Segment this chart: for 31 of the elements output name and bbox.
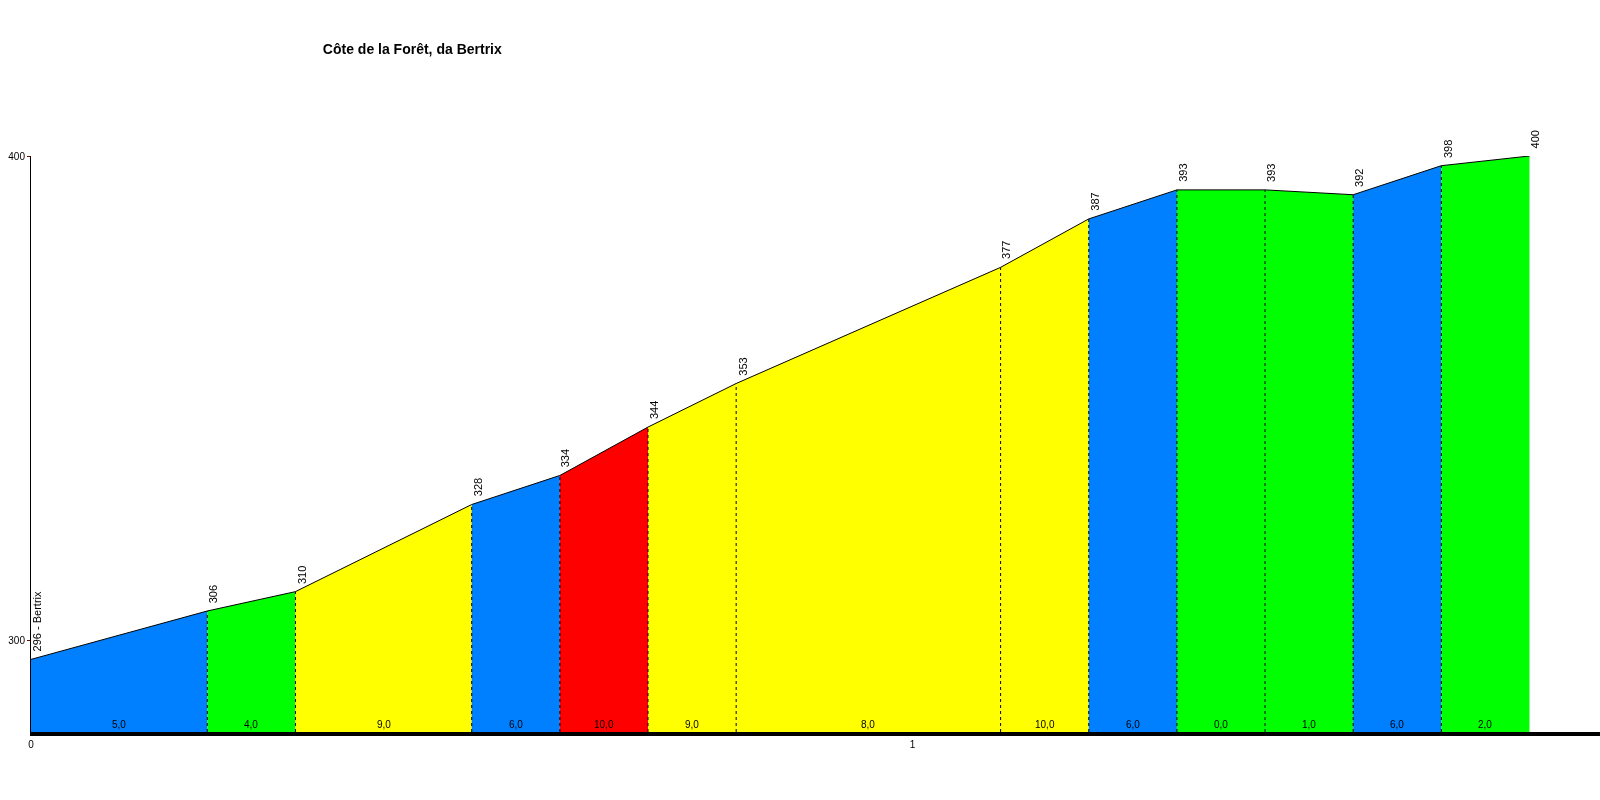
- annotation: 4,0: [244, 719, 259, 730]
- annotation: 387: [1088, 192, 1101, 211]
- annotation: 334: [559, 448, 572, 468]
- annotation: 6,0: [1390, 719, 1405, 730]
- annotation: 6,0: [509, 719, 524, 730]
- annotation: 377: [1000, 240, 1013, 259]
- annotation: 8,0: [861, 719, 876, 730]
- annotation: 296 - Bertrix: [30, 590, 43, 652]
- annotation: 10,0: [1035, 719, 1055, 730]
- annotation: 344: [647, 400, 660, 420]
- annotation: 9,0: [685, 719, 700, 730]
- annotation: 2,0: [1478, 719, 1493, 730]
- annotation: 6,0: [1126, 719, 1141, 730]
- annotation: 306: [207, 584, 220, 604]
- annotation: 400: [1529, 130, 1542, 149]
- annotation: 9,0: [377, 719, 392, 730]
- annotation: 310: [295, 565, 308, 585]
- annotation: 393: [1177, 163, 1190, 182]
- annotation: 398: [1441, 139, 1454, 159]
- y-tick-label: 300: [8, 634, 26, 646]
- annotation: 10,0: [594, 719, 614, 730]
- x-tick-label: 0: [28, 739, 35, 750]
- annotation: 328: [472, 477, 485, 497]
- annotation: 393: [1265, 163, 1278, 182]
- annotation: 353: [736, 357, 749, 376]
- annotation: 392: [1353, 168, 1366, 187]
- chart-title: Côte de la Forêt, da Bertrix: [322, 40, 502, 57]
- x-tick-label: 1: [909, 739, 916, 750]
- annotation: 5,0: [112, 719, 127, 730]
- annotation: 1,0: [1302, 719, 1317, 730]
- annotation: 0,0: [1214, 719, 1229, 730]
